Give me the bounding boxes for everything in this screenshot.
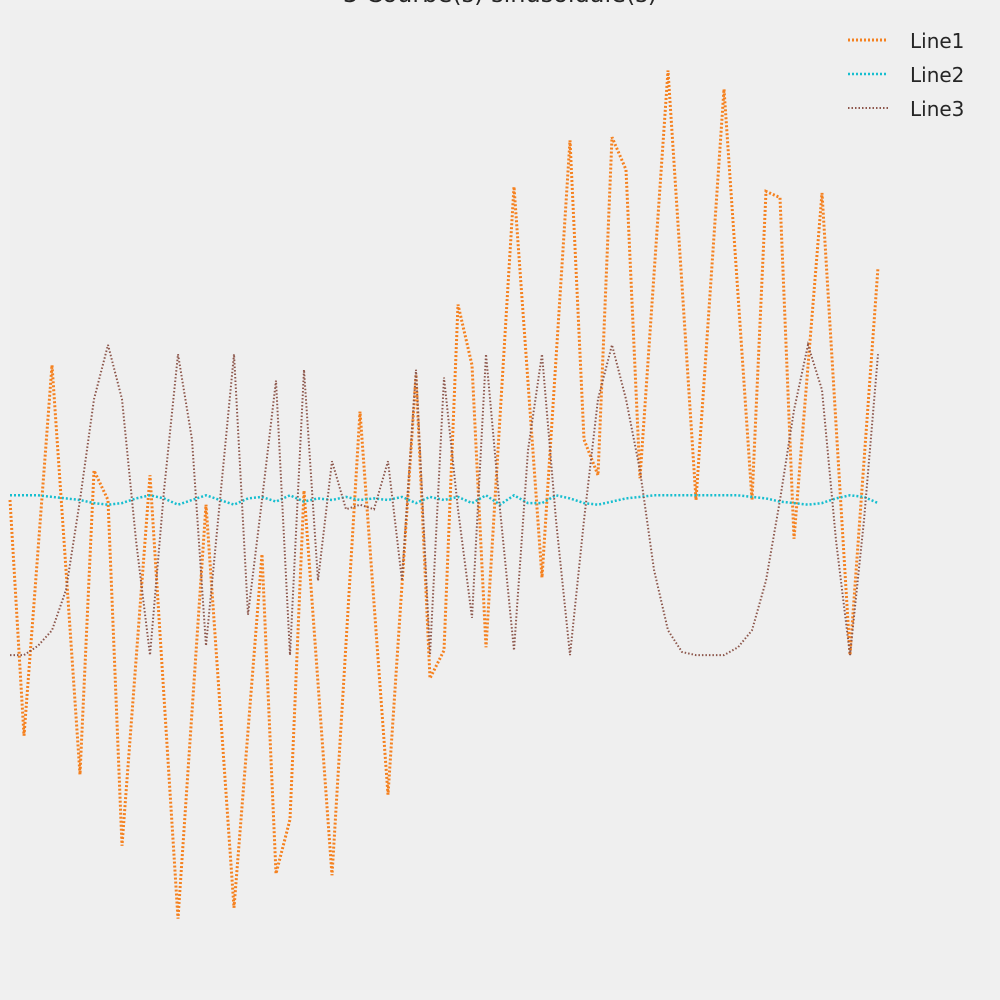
- line-series: [8, 70, 880, 919]
- chart-title: 3 Courbe(s) sinusoïdale(s): [343, 0, 657, 8]
- line-series: [10, 340, 879, 657]
- legend-label: Line1: [910, 29, 964, 53]
- legend-label: Line2: [910, 63, 964, 87]
- plot-area: [10, 10, 990, 990]
- legend-label: Line3: [910, 97, 964, 121]
